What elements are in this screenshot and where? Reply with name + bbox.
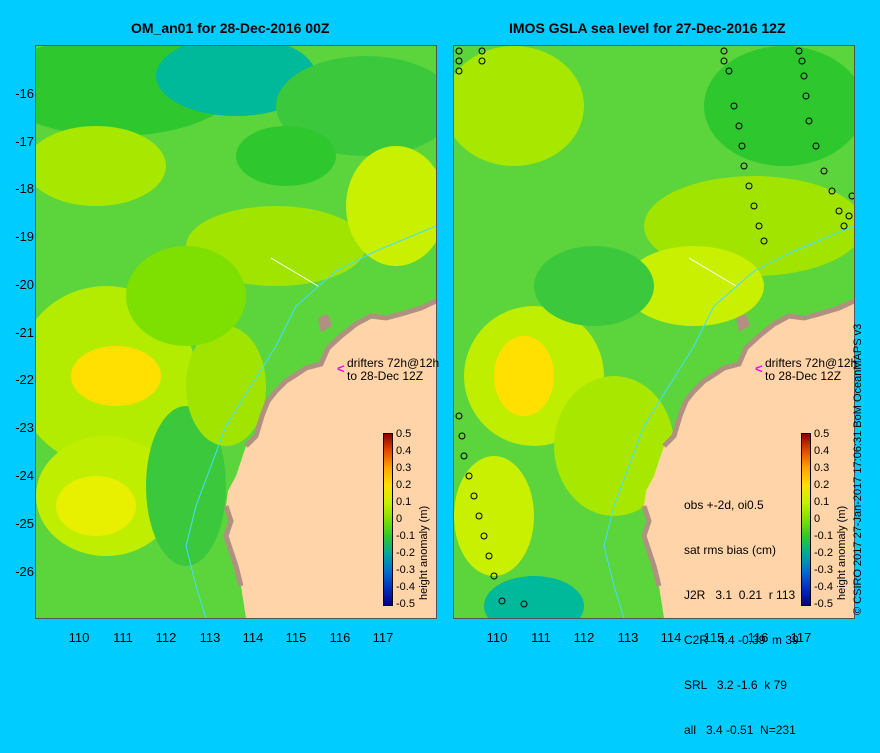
colorbar-tick: 0.5 [396,428,412,440]
left-drifters-legend: < drifters 72h@12h to 28-Dec 12Z [337,356,440,383]
lat-tick-label: -23 [15,420,34,435]
stats-block: obs +-2d, oi0.5 sat rms bias (cm) J2R 3.… [684,468,799,753]
drifters-line-2: to 28-Dec 12Z [347,369,424,383]
right-colorbar-label: height anomaly (m) [836,505,848,600]
colorbar-tick: -0.5 [396,598,415,610]
colorbar-tick: 0.2 [396,479,412,491]
stats-row: all 3.4 -0.51 N=231 [684,723,796,737]
colorbar-tick: 0.3 [396,462,412,474]
lon-tick-label: 115 [703,630,725,645]
lon-tick-label: 113 [199,630,221,645]
lon-tick-label: 116 [329,630,351,645]
colorbar-tick: -0.3 [814,564,833,576]
lat-tick-label: -21 [15,325,34,340]
lon-tick-label: 111 [531,630,551,645]
colorbar-tick: 0 [396,513,403,525]
colorbar-tick: -0.1 [396,530,415,542]
lat-tick-label: -16 [15,86,34,101]
stats-row: SRL 3.2 -1.6 k 79 [684,678,787,692]
lon-tick-label: 114 [660,630,682,645]
lon-tick-label: 117 [790,630,812,645]
lon-tick-label: 110 [68,630,90,645]
lon-tick-label: 112 [155,630,177,645]
colorbar-tick: -0.4 [814,581,833,593]
left-colorbar [383,433,393,606]
lat-tick-label: -18 [15,181,34,196]
stats-row: J2R 3.1 0.21 r 113 [684,588,796,602]
lon-tick-label: 113 [617,630,639,645]
left-colorbar-label: height anomaly (m) [418,505,430,600]
colorbar-tick: 0.1 [814,496,830,508]
stats-line-1: obs +-2d, oi0.5 [684,498,764,512]
colorbar-gradient [801,433,811,606]
colorbar-tick: -0.4 [396,581,415,593]
colorbar-tick: 0.4 [814,445,830,457]
lat-tick-label: -20 [15,277,34,292]
colorbar-tick: 0.5 [814,428,830,440]
colorbar-tick: -0.3 [396,564,415,576]
right-drifters-legend: < drifters 72h@12h to 28-Dec 12Z [755,356,858,383]
lat-tick-label: -19 [15,229,34,244]
lon-tick-label: 111 [113,630,133,645]
colorbar-tick: -0.2 [396,547,415,559]
colorbar-tick: 0.2 [814,479,830,491]
right-map-panel [453,45,855,619]
lon-tick-label: 115 [285,630,307,645]
left-panel-title: OM_an01 for 28-Dec-2016 00Z [131,20,330,36]
stats-line-2: sat rms bias (cm) [684,543,777,557]
drifter-arrow-icon: < [337,361,345,376]
lon-tick-label: 114 [242,630,264,645]
lat-tick-label: -24 [15,468,34,483]
colorbar-tick: 0.3 [814,462,830,474]
lon-tick-label: 116 [747,630,769,645]
colorbar-tick: -0.5 [814,598,833,610]
colorbar-tick: 0 [814,513,821,525]
colorbar-gradient [383,433,393,606]
colorbar-tick: 0.4 [396,445,412,457]
drifters-line-1: drifters 72h@12h [765,356,858,370]
left-map-panel [35,45,437,619]
drifters-line-1: drifters 72h@12h [347,356,440,370]
obs-track-circles [455,47,854,608]
colorbar-tick: -0.1 [814,530,833,542]
lat-tick-label: -25 [15,516,34,531]
lon-tick-label: 112 [573,630,595,645]
colorbar-tick: 0.1 [396,496,412,508]
right-panel-title: IMOS GSLA sea level for 27-Dec-2016 12Z [509,20,786,36]
lat-tick-label: -22 [15,372,34,387]
right-colorbar [801,433,811,606]
lat-tick-label: -17 [15,134,34,149]
stats-row: C2R 4.4 -0.39 m 39 [684,633,799,647]
drifters-line-2: to 28-Dec 12Z [765,369,842,383]
lon-tick-label: 110 [486,630,508,645]
colorbar-tick: -0.2 [814,547,833,559]
credit-text: © CSIRO 2017 27-Jan-2017 17:06:31 BoM Oc… [852,323,864,615]
drifter-arrow-icon: < [755,361,763,376]
lat-tick-label: -26 [15,564,34,579]
lon-tick-label: 117 [372,630,394,645]
